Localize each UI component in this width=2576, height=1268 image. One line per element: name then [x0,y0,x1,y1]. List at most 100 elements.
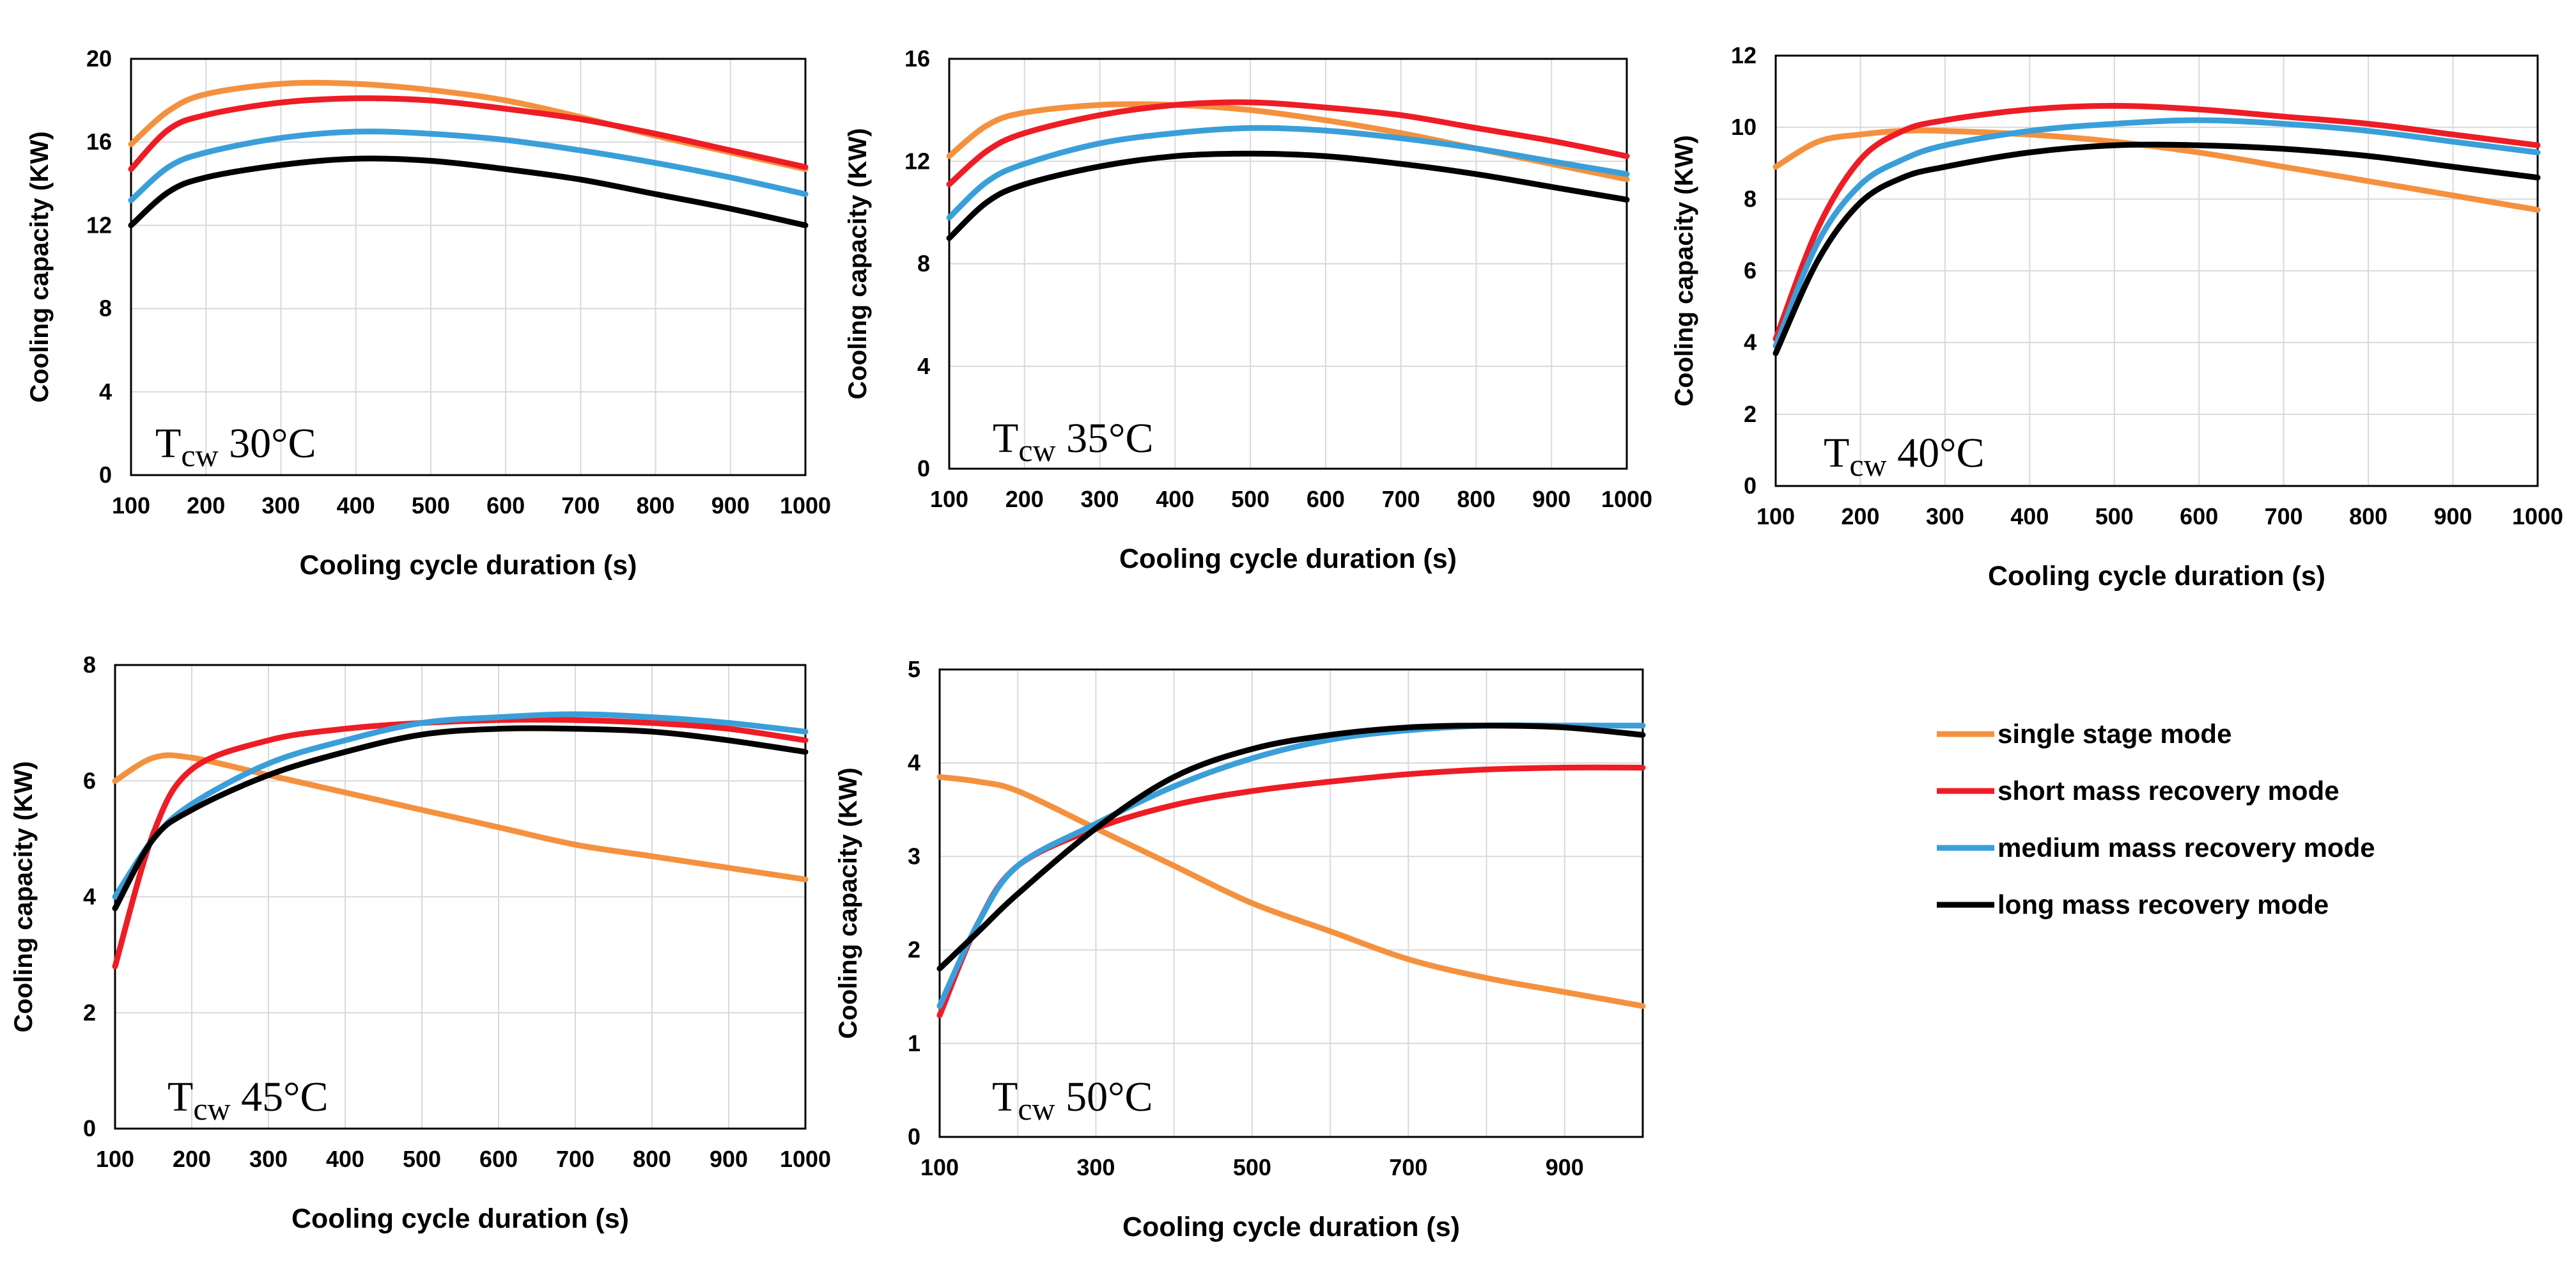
y-axis-title: Cooling capacity (KW) [1670,135,1698,406]
y-tick-label: 16 [86,129,112,155]
panel-annotation: Tcw 40°C [1824,430,1985,483]
x-tick-label: 100 [920,1154,959,1180]
y-tick-label: 0 [908,1123,920,1150]
series-line-medium [128,129,809,203]
x-tick-label: 100 [112,492,150,519]
series-line-long [128,155,809,228]
plot-frame [948,58,1628,470]
series-line-single_stage [112,752,809,882]
x-tick-label: 600 [486,492,525,519]
x-tick-label: 900 [711,492,750,519]
y-tick-label: 8 [99,295,112,322]
plot-frame [1774,54,2539,487]
y-axis-title: Cooling capacity (KW) [834,767,862,1038]
x-axis-title: Cooling cycle duration (s) [1988,561,2325,591]
y-tick-label: 6 [83,767,96,794]
series-line-single_stage [946,101,1630,182]
legend-item-single_stage: single stage mode [1937,719,2231,749]
legend-label: medium mass recovery mode [1998,833,2375,863]
x-tick-label: 800 [637,492,675,519]
y-axis-title: Cooling capacity (KW) [10,761,38,1032]
x-tick-label: 300 [1081,486,1119,512]
y-tick-label: 8 [1744,185,1757,212]
y-tick-label: 10 [1731,114,1757,140]
x-tick-label: 900 [2434,503,2472,529]
legend-item-long: long mass recovery mode [1937,889,2329,920]
legend-label: short mass recovery mode [1998,776,2339,806]
x-tick-label: 300 [249,1146,288,1172]
y-tick-label: 2 [83,999,96,1026]
y-tick-label: 16 [904,45,930,72]
x-tick-label: 600 [479,1146,518,1172]
x-tick-label: 1000 [1601,486,1652,512]
y-tick-label: 2 [908,937,920,963]
y-tick-label: 4 [83,884,96,910]
y-tick-label: 12 [1731,42,1757,68]
x-tick-label: 500 [2095,503,2134,529]
y-tick-label: 5 [908,656,920,682]
y-tick-label: 8 [83,652,96,678]
x-tick-label: 400 [337,492,375,519]
plot-frame [130,58,807,476]
panel-annotation: Tcw 45°C [167,1074,329,1127]
series-line-short [946,99,1630,187]
series-line-long [936,723,1646,972]
legend-item-short: short mass recovery mode [1937,776,2339,806]
series-line-single_stage [936,774,1646,1009]
panel-annotation: Tcw 30°C [155,420,316,473]
series-line-long [1773,141,2541,356]
x-tick-label: 600 [2180,503,2218,529]
panel-annotation: Tcw 50°C [992,1074,1153,1127]
x-tick-label: 900 [710,1146,748,1172]
y-tick-label: 3 [908,843,920,869]
x-tick-label: 100 [930,486,968,512]
x-tick-label: 300 [1076,1154,1115,1180]
x-tick-label: 700 [1389,1154,1427,1180]
chart-panel-tcw30: 0 4 8 12 16 20 100 200 300 400 500 600 700 800 900 1000… [26,45,831,581]
y-tick-label: 0 [1744,473,1757,499]
y-tick-label: 12 [86,212,112,238]
x-tick-label: 400 [2010,503,2049,529]
x-tick-label: 1000 [2512,503,2563,529]
x-tick-label: 700 [561,492,600,519]
x-tick-label: 900 [1546,1154,1584,1180]
y-axis-title: Cooling capacity (KW) [26,131,54,402]
plot-frame [938,668,1644,1138]
x-tick-label: 100 [96,1146,134,1172]
series-line-short [112,717,809,969]
chart-panel-tcw40: 0 2 4 6 8 10 12 100 200 300 400 500 600 700 800 900 1000… [1670,42,2563,591]
x-tick-label: 200 [187,492,225,519]
x-tick-label: 400 [326,1146,364,1172]
legend-item-medium: medium mass recovery mode [1937,833,2375,863]
panel-annotation: Tcw 35°C [993,415,1154,468]
x-tick-label: 600 [1307,486,1345,512]
x-axis-title: Cooling cycle duration (s) [1122,1212,1460,1242]
y-tick-label: 0 [917,455,930,481]
x-tick-label: 200 [1005,486,1044,512]
x-axis-title: Cooling cycle duration (s) [291,1203,629,1234]
series-line-single_stage [1773,127,2541,213]
y-tick-label: 4 [1744,329,1757,356]
x-tick-label: 200 [173,1146,211,1172]
x-tick-label: 300 [1926,503,1964,529]
x-tick-label: 500 [412,492,450,519]
y-tick-label: 6 [1744,258,1757,284]
x-tick-label: 1000 [780,492,831,519]
legend: single stage mode short mass recovery mod… [1937,719,2375,920]
x-tick-label: 800 [1457,486,1495,512]
x-tick-label: 800 [633,1146,671,1172]
y-tick-label: 4 [99,379,112,405]
legend-label: long mass recovery mode [1998,889,2329,920]
series-line-long [946,150,1630,241]
x-tick-label: 700 [556,1146,594,1172]
legend-label: single stage mode [1998,719,2231,749]
x-axis-title: Cooling cycle duration (s) [300,550,637,581]
x-tick-label: 700 [1382,486,1420,512]
y-tick-label: 0 [83,1115,96,1141]
x-tick-label: 500 [1233,1154,1271,1180]
chart-panel-tcw45: 0 2 4 6 8 100 200 300 400 500 600 700 800 900 1000 Cool… [10,652,831,1234]
x-tick-label: 100 [1757,503,1795,529]
series-line-short [1773,103,2541,342]
x-axis-title: Cooling cycle duration (s) [1119,544,1457,574]
